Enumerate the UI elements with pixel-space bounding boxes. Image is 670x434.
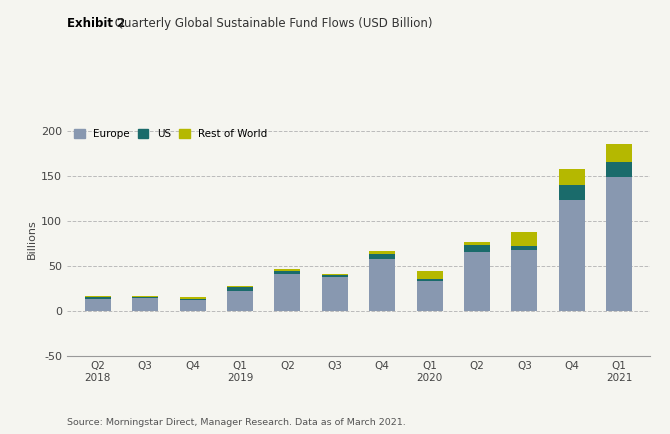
Bar [180, 297, 206, 299]
Bar [274, 274, 300, 311]
Text: Source: Morningstar Direct, Manager Research. Data as of March 2021.: Source: Morningstar Direct, Manager Rese… [67, 418, 406, 427]
Text: Quarterly Global Sustainable Fund Flows (USD Billion): Quarterly Global Sustainable Fund Flows … [111, 17, 432, 30]
Bar [322, 275, 348, 277]
Bar [85, 297, 111, 299]
Bar [180, 299, 206, 300]
Y-axis label: Billions: Billions [27, 219, 37, 259]
Bar [227, 286, 253, 287]
Bar [369, 259, 395, 311]
Bar [559, 200, 585, 311]
Bar [511, 232, 537, 246]
Bar [606, 178, 632, 311]
Bar [606, 144, 632, 162]
Text: Exhibit 2: Exhibit 2 [67, 17, 125, 30]
Legend: Europe, US, Rest of World: Europe, US, Rest of World [72, 127, 269, 141]
Bar [511, 250, 537, 311]
Bar [227, 287, 253, 291]
Bar [132, 297, 158, 298]
Bar [417, 281, 443, 311]
Bar [85, 299, 111, 311]
Bar [369, 254, 395, 259]
Bar [85, 296, 111, 297]
Bar [227, 291, 253, 311]
Bar [559, 169, 585, 184]
Bar [464, 242, 490, 245]
Bar [606, 162, 632, 178]
Bar [274, 271, 300, 274]
Bar [180, 300, 206, 311]
Bar [369, 251, 395, 254]
Bar [511, 246, 537, 250]
Bar [559, 184, 585, 200]
Bar [322, 277, 348, 311]
Bar [132, 296, 158, 297]
Bar [464, 252, 490, 311]
Bar [132, 298, 158, 311]
Bar [464, 245, 490, 252]
Bar [274, 270, 300, 271]
Bar [417, 271, 443, 279]
Bar [417, 279, 443, 281]
Bar [322, 274, 348, 275]
